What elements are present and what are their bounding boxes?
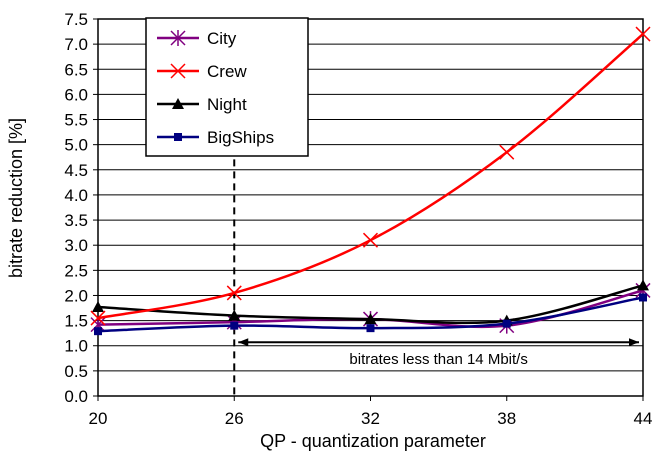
- x-tick-label: 44: [634, 409, 653, 428]
- y-tick-label: 7.5: [64, 10, 88, 29]
- legend-marker-crew: [170, 63, 186, 79]
- data-point-night: [92, 301, 104, 313]
- y-tick-label: 3.5: [64, 211, 88, 230]
- data-point-bigships: [366, 324, 375, 333]
- legend-box: [145, 17, 309, 157]
- data-point-crew: [226, 285, 242, 301]
- annotation: bitrates less than 14 Mbit/s: [233, 99, 639, 396]
- data-point-crew: [635, 26, 651, 42]
- y-tick-label: 0.0: [64, 387, 88, 406]
- x-axis-title: QP - quantization parameter: [260, 431, 486, 451]
- x-tick-label: 38: [497, 409, 516, 428]
- data-point-crew: [362, 232, 379, 248]
- data-point-bigships: [639, 293, 647, 302]
- data-point-crew: [90, 310, 106, 326]
- legend: City Crew Night BigShips: [145, 17, 309, 157]
- y-tick-label: 2.5: [64, 261, 88, 280]
- legend-label-city: City: [207, 29, 237, 48]
- y-tick-label: 5.5: [64, 111, 88, 130]
- legend-label-crew: Crew: [207, 62, 247, 81]
- y-tick-label: 1.5: [64, 312, 88, 331]
- range-arrow-head-left: [238, 338, 249, 347]
- y-tick-label: 0.5: [64, 362, 88, 381]
- x-tick-label: 20: [89, 409, 108, 428]
- axes: [93, 18, 644, 401]
- y-tick-label: 6.0: [64, 85, 88, 104]
- x-tick-label: 32: [361, 409, 380, 428]
- y-tick-label: 4.0: [64, 186, 88, 205]
- data-point-night: [364, 313, 377, 325]
- y-tick-label: 6.5: [64, 60, 88, 79]
- legend-marker-night: [172, 98, 184, 109]
- y-tick-labels: 0.0 0.5 1.0 1.5 2.0 2.5 3.0 3.5 4.0 4.5 5.0 5.5 6.0 6…: [64, 10, 88, 406]
- series: [90, 26, 651, 336]
- data-point-crew: [499, 144, 515, 160]
- data-point-bigships: [230, 321, 239, 330]
- legend-label-bigships: BigShips: [207, 128, 274, 147]
- data-point-bigships: [94, 327, 102, 336]
- legend-label-night: Night: [207, 95, 247, 114]
- y-axis-title: bitrate reduction [%]: [6, 118, 26, 278]
- y-tick-label: 7.0: [64, 35, 88, 54]
- x-tick-labels: 20 26 32 38 44: [89, 409, 653, 428]
- y-tick-label: 3.0: [64, 236, 88, 255]
- x-tick-label: 26: [225, 409, 244, 428]
- y-tick-label: 2.0: [64, 286, 88, 305]
- data-point-bigships: [502, 319, 511, 328]
- data-point-night: [637, 279, 649, 291]
- y-tick-label: 1.0: [64, 337, 88, 356]
- y-tick-label: 4.5: [64, 161, 88, 180]
- data-point-night: [228, 309, 241, 321]
- y-tick-label: 5.0: [64, 136, 88, 155]
- annotation-text: bitrates less than 14 Mbit/s: [349, 351, 527, 368]
- range-arrow-head-right: [629, 338, 639, 347]
- legend-marker-bigships: [174, 133, 182, 141]
- legend-marker-city: [170, 30, 186, 46]
